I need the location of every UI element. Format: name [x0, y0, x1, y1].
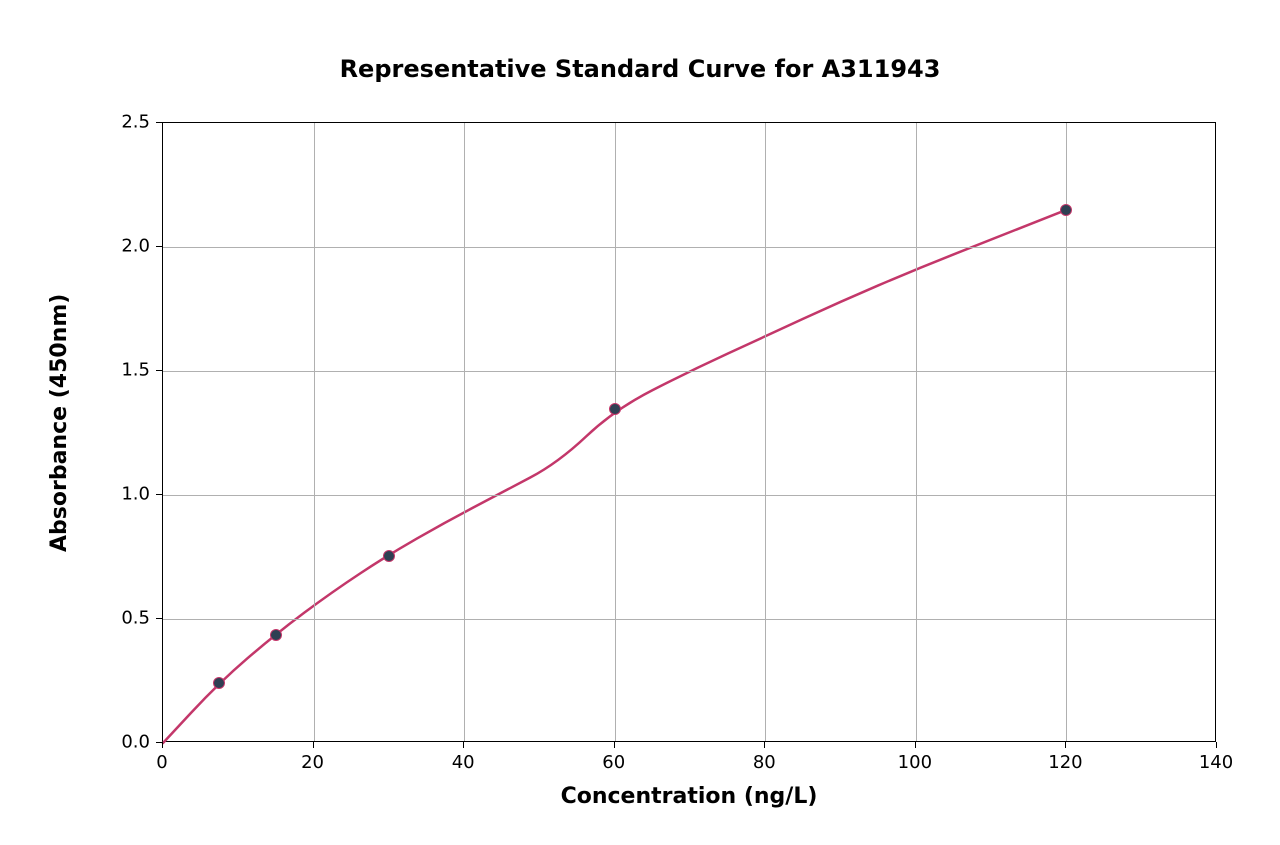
x-tick-label: 120 [1048, 752, 1082, 773]
x-tick [1216, 742, 1217, 748]
x-tick-label: 140 [1199, 752, 1233, 773]
y-tick [156, 618, 162, 619]
x-tick-label: 100 [898, 752, 932, 773]
x-tick [915, 742, 916, 748]
y-tick [156, 370, 162, 371]
x-tick [313, 742, 314, 748]
y-tick [156, 122, 162, 123]
gridline-vertical [765, 123, 766, 741]
x-axis-label: Concentration (ng/L) [561, 784, 818, 809]
data-point-marker [1060, 204, 1072, 216]
data-point-marker [213, 677, 225, 689]
gridline-vertical [916, 123, 917, 741]
y-tick-label: 0.0 [121, 732, 150, 753]
gridline-horizontal [163, 371, 1215, 372]
x-tick-label: 40 [452, 752, 475, 773]
y-tick-label: 2.5 [121, 112, 150, 133]
gridline-horizontal [163, 495, 1215, 496]
figure: Representative Standard Curve for A31194… [0, 0, 1280, 845]
y-tick [156, 494, 162, 495]
x-tick [764, 742, 765, 748]
y-tick-label: 2.0 [121, 236, 150, 257]
gridline-vertical [464, 123, 465, 741]
x-tick [463, 742, 464, 748]
curve-svg [163, 123, 1217, 743]
y-tick [156, 742, 162, 743]
x-tick [1065, 742, 1066, 748]
x-tick [162, 742, 163, 748]
chart-title: Representative Standard Curve for A31194… [0, 55, 1280, 83]
y-axis-label: Absorbance (450nm) [47, 294, 72, 552]
data-point-marker [270, 629, 282, 641]
gridline-vertical [314, 123, 315, 741]
plot-area [162, 122, 1216, 742]
x-tick-label: 80 [753, 752, 776, 773]
x-tick-label: 60 [602, 752, 625, 773]
x-tick-label: 0 [156, 752, 167, 773]
y-tick-label: 0.5 [121, 608, 150, 629]
y-tick-label: 1.0 [121, 484, 150, 505]
gridline-horizontal [163, 247, 1215, 248]
x-tick [614, 742, 615, 748]
data-point-marker [383, 550, 395, 562]
y-tick-label: 1.5 [121, 360, 150, 381]
gridline-vertical [615, 123, 616, 741]
gridline-horizontal [163, 619, 1215, 620]
data-point-marker [609, 403, 621, 415]
x-tick-label: 20 [301, 752, 324, 773]
y-tick [156, 246, 162, 247]
